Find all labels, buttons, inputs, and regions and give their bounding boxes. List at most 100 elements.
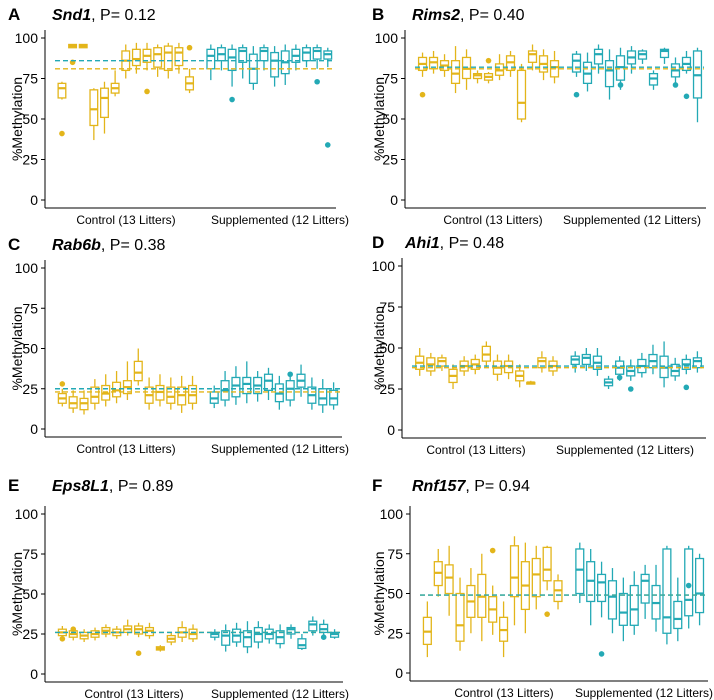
outlier-point bbox=[314, 78, 320, 85]
outlier-point bbox=[419, 91, 426, 98]
outlier-point bbox=[59, 130, 65, 137]
supplemented-box bbox=[220, 371, 230, 407]
supplemented-box bbox=[232, 622, 242, 647]
supplemented-box bbox=[296, 364, 306, 397]
supplemented-box bbox=[615, 356, 625, 381]
y-tick-label: 100 bbox=[375, 30, 399, 46]
x-category-label: Control (13 Litters) bbox=[426, 443, 525, 457]
box-iqr bbox=[131, 48, 141, 67]
box-iqr bbox=[206, 48, 216, 70]
supplemented-box bbox=[648, 344, 658, 375]
supplemented-box bbox=[297, 634, 307, 650]
y-tick-label: 0 bbox=[30, 666, 38, 682]
control-box bbox=[415, 348, 425, 376]
supplemented-box bbox=[604, 49, 615, 100]
panel-b: B Rims2, P= 0.40 0 25 50 75 100 %Methylation Con… bbox=[371, 5, 706, 227]
supplemented-box bbox=[593, 44, 604, 74]
panel-letter: D bbox=[372, 233, 384, 252]
box-iqr bbox=[549, 60, 560, 78]
supplemented-box bbox=[575, 542, 585, 604]
panel-title: Eps8L1, P= 0.89 bbox=[52, 478, 174, 495]
gene-name: Eps8L1 bbox=[52, 478, 109, 495]
control-box bbox=[444, 545, 454, 616]
panel-letter: C bbox=[8, 235, 20, 254]
box-iqr bbox=[604, 60, 615, 88]
y-tick-label: 100 bbox=[15, 260, 39, 276]
gene-name: Rnf157 bbox=[412, 478, 466, 495]
box-iqr bbox=[286, 626, 296, 635]
y-axis-label: %Methylation bbox=[371, 77, 387, 161]
box-iqr bbox=[302, 47, 311, 62]
y-tick-label: 0 bbox=[30, 192, 38, 208]
x-category-label: Supplemented (12 Litters) bbox=[563, 213, 701, 227]
control-box bbox=[470, 354, 480, 375]
supplemented-box bbox=[329, 382, 339, 410]
box-iqr bbox=[509, 545, 520, 598]
x-category-label: Control (13 Litters) bbox=[443, 213, 542, 227]
supplemented-box bbox=[318, 379, 328, 413]
box-iqr bbox=[221, 630, 231, 646]
x-category-label: Supplemented (12 Litters) bbox=[575, 686, 713, 700]
gene-name: Ahi1 bbox=[404, 235, 440, 252]
box-iqr bbox=[174, 47, 184, 67]
control-box bbox=[57, 381, 67, 407]
supplemented-box bbox=[270, 46, 280, 87]
supplemented-box bbox=[626, 46, 637, 74]
y-axis-label: %Methylation bbox=[9, 306, 25, 390]
supplemented-box bbox=[659, 47, 670, 64]
supplemented-box bbox=[231, 366, 241, 405]
outlier-point bbox=[485, 57, 492, 64]
supplemented-box bbox=[263, 367, 274, 401]
y-tick-label: 25 bbox=[22, 381, 38, 397]
control-box bbox=[177, 621, 187, 642]
supplemented-box bbox=[695, 553, 705, 626]
supplemented-box bbox=[662, 545, 672, 645]
panel-letter: A bbox=[8, 5, 20, 24]
control-box bbox=[509, 536, 520, 626]
control-box bbox=[494, 54, 505, 81]
box-iqr bbox=[231, 376, 241, 398]
box-iqr bbox=[455, 592, 465, 642]
box-iqr bbox=[607, 580, 618, 620]
p-value: , P= 0.89 bbox=[109, 478, 174, 495]
control-box bbox=[131, 42, 141, 74]
control-box bbox=[481, 341, 492, 368]
outlier-point bbox=[70, 626, 77, 632]
control-box bbox=[166, 377, 176, 410]
y-tick-label: 100 bbox=[380, 506, 404, 522]
control-box bbox=[448, 364, 458, 389]
gene-name: Rab6b bbox=[52, 237, 101, 254]
supplemented-box bbox=[248, 46, 258, 90]
supplemented-box bbox=[308, 616, 318, 636]
box-iqr bbox=[542, 546, 552, 582]
y-tick-label: 25 bbox=[379, 381, 395, 397]
control-box bbox=[174, 42, 184, 74]
control-box bbox=[538, 49, 549, 81]
supplemented-box bbox=[570, 351, 580, 373]
y-tick-label: 25 bbox=[22, 152, 38, 168]
box-iqr bbox=[450, 60, 461, 85]
control-box bbox=[542, 545, 552, 617]
control-box bbox=[155, 374, 165, 407]
control-box bbox=[450, 46, 461, 94]
control-box bbox=[110, 70, 120, 97]
control-box bbox=[417, 52, 428, 98]
control-box bbox=[503, 354, 514, 380]
control-box bbox=[187, 375, 198, 410]
box-iqr bbox=[242, 376, 252, 395]
y-tick-label: 75 bbox=[387, 546, 403, 562]
supplemented-box bbox=[592, 348, 603, 376]
supplemented-box bbox=[330, 629, 340, 639]
box-iqr bbox=[593, 48, 604, 65]
y-tick-label: 25 bbox=[387, 625, 403, 641]
supplemented-box bbox=[681, 50, 692, 100]
y-tick-label: 0 bbox=[395, 665, 403, 681]
control-box bbox=[90, 379, 100, 410]
panel-title: Rims2, P= 0.40 bbox=[412, 7, 525, 24]
x-category-label: Supplemented (12 Litters) bbox=[211, 687, 349, 700]
control-box bbox=[101, 624, 111, 638]
control-box bbox=[89, 88, 99, 141]
box-iqr bbox=[89, 89, 99, 127]
control-box bbox=[57, 626, 67, 642]
supplemented-box bbox=[221, 624, 231, 652]
